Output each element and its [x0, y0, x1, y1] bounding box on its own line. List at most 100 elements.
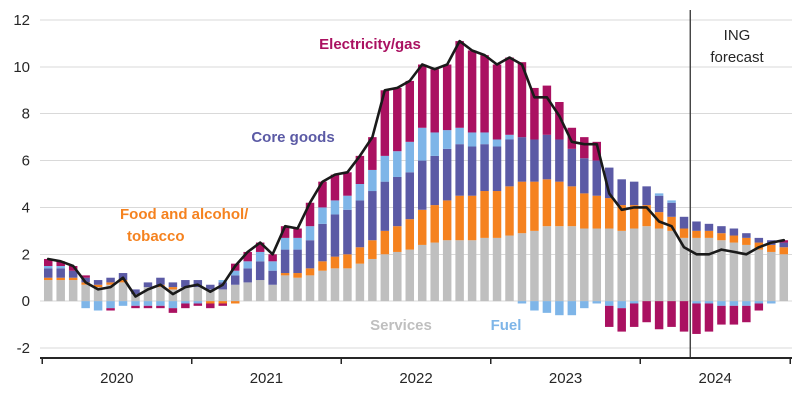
bar-segment-electricity-gas: [56, 261, 65, 266]
bar-segment-electricity-gas: [604, 305, 614, 327]
bar-segment-services: [118, 282, 128, 302]
bar-segment-electricity-gas: [168, 308, 178, 313]
bar-segment-food: [417, 209, 427, 245]
y-tick-label: 6: [22, 153, 30, 170]
bar-segment-services: [405, 249, 415, 302]
bar-segment-services: [293, 277, 302, 302]
bar-segment-fuel: [355, 184, 365, 201]
bar-segment-electricity-gas: [68, 266, 78, 271]
bar-segment-services: [156, 287, 165, 302]
bar-segment-core-goods: [156, 277, 165, 285]
bar-segment-core-goods: [717, 226, 726, 234]
bar-segment-core-goods: [629, 181, 639, 206]
bar-segment-core-goods: [81, 277, 90, 283]
bar-segment-core-goods: [293, 249, 302, 274]
bar-segment-food: [567, 186, 577, 227]
bar-segment-food: [704, 230, 714, 238]
bar-segment-core-goods: [567, 148, 577, 187]
bar-segment-food: [467, 195, 477, 241]
bar-segment-fuel: [742, 301, 751, 306]
bar-segment-fuel: [280, 237, 290, 250]
bar-segment-electricity-gas: [580, 137, 589, 159]
bar-segment-fuel: [131, 301, 140, 306]
bar-segment-services: [143, 287, 153, 302]
bar-segment-fuel: [43, 266, 53, 269]
bar-segment-food: [517, 181, 527, 234]
bar-segment-food: [405, 219, 415, 250]
bar-segment-services: [81, 284, 90, 302]
bar-segment-services: [567, 226, 577, 302]
bar-segment-electricity-gas: [156, 305, 165, 309]
bar-segment-fuel: [604, 301, 614, 306]
y-tick-label: 12: [13, 12, 30, 29]
bar-segment-core-goods: [280, 249, 290, 274]
bar-segment-electricity-gas: [143, 305, 153, 309]
bar-segment-core-goods: [505, 139, 514, 187]
bar-segment-electricity-gas: [106, 308, 115, 311]
bar-segment-electricity-gas: [206, 303, 215, 309]
y-tick-label: 0: [22, 293, 30, 310]
bar-segment-services: [343, 268, 352, 302]
y-tick-label: -2: [17, 340, 30, 357]
label-food-line1: Food and alcohol/: [120, 206, 249, 223]
bar-segment-food: [767, 244, 776, 252]
bar-segment-services: [617, 230, 626, 302]
bar-segment-electricity-gas: [679, 301, 689, 332]
bar-segment-services: [380, 254, 390, 302]
bar-segment-services: [754, 249, 764, 302]
bar-segment-electricity-gas: [517, 62, 527, 138]
bar-segment-core-goods: [604, 167, 614, 199]
bar-segment-food: [555, 181, 564, 227]
bar-segment-fuel: [417, 127, 427, 161]
bar-segment-electricity-gas: [368, 137, 377, 170]
bar-segment-services: [181, 287, 190, 302]
bar-segment-core-goods: [679, 216, 689, 229]
bar-segment-fuel: [156, 301, 165, 306]
bar-segment-electricity-gas: [81, 275, 90, 278]
bar-segment-food: [592, 195, 602, 229]
bar-segment-fuel: [767, 301, 776, 304]
bar-segment-core-goods: [704, 223, 714, 231]
bar-segment-food: [480, 191, 489, 238]
bar-segment-core-goods: [106, 277, 115, 283]
bar-segment-core-goods: [93, 280, 103, 285]
bar-segment-food: [393, 226, 402, 252]
bar-segment-core-goods: [779, 242, 789, 248]
bar-segment-fuel: [729, 301, 739, 306]
bar-segment-core-goods: [692, 221, 701, 231]
bar-segment-electricity-gas: [467, 50, 477, 133]
bar-segment-fuel: [293, 237, 302, 250]
bar-segment-food: [93, 284, 103, 288]
bar-segment-services: [268, 284, 277, 302]
bar-segment-services: [767, 251, 776, 302]
bar-segment-electricity-gas: [717, 305, 726, 325]
bar-segment-services: [430, 242, 439, 302]
bar-segment-services: [604, 228, 614, 302]
bar-segment-services: [667, 230, 676, 302]
bar-segment-electricity-gas: [131, 305, 140, 309]
bar-segment-fuel: [106, 301, 115, 309]
bar-segment-fuel: [467, 132, 477, 147]
y-tick-label: 2: [22, 246, 30, 263]
bar-segment-services: [555, 226, 564, 302]
bar-segment-core-goods: [405, 172, 415, 220]
bar-segment-fuel: [255, 251, 265, 262]
bar-segment-services: [106, 284, 115, 302]
label-food-line2: tobacco: [127, 228, 185, 245]
bar-segment-food: [729, 235, 739, 243]
bar-segment-core-goods: [206, 284, 215, 290]
bar-segment-fuel: [330, 200, 340, 215]
bar-segment-services: [592, 228, 602, 302]
bar-segment-core-goods: [131, 289, 140, 295]
bar-segment-services: [779, 254, 789, 302]
bar-segment-services: [467, 240, 477, 302]
bar-segment-electricity-gas: [455, 41, 464, 128]
bar-segment-food: [779, 247, 789, 255]
bar-segment-services: [355, 263, 365, 302]
bar-segment-food: [692, 230, 701, 238]
bar-segment-core-goods: [393, 176, 402, 227]
bar-segment-core-goods: [492, 146, 502, 192]
bar-segment-services: [318, 270, 327, 302]
label-ing-forecast: ING forecast: [710, 25, 763, 69]
bar-segment-core-goods: [742, 233, 751, 238]
